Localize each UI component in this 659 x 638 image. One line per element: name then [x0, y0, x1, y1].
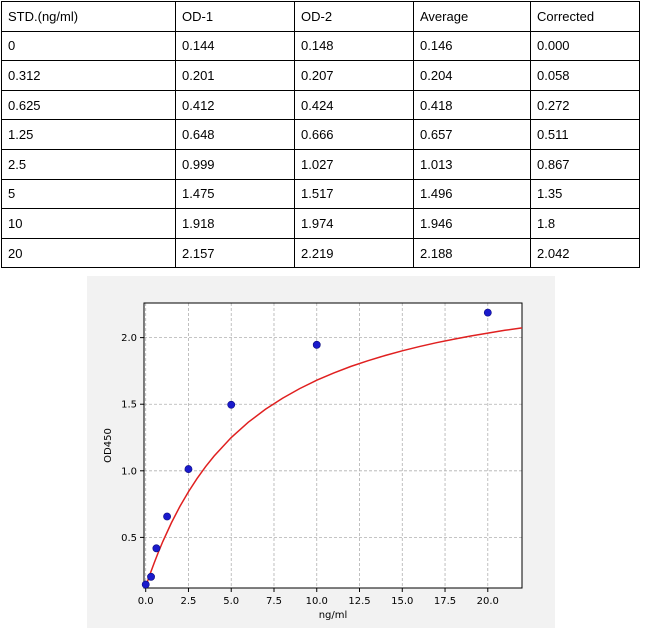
- data-point: [184, 465, 193, 473]
- table-cell: 20: [1, 237, 176, 269]
- table-row: 5 1.475 1.517 1.496 1.35: [1, 178, 640, 210]
- table-cell: 1.496: [413, 178, 531, 210]
- table-cell: 2.042: [530, 237, 640, 269]
- x-tick-label: 17.5: [434, 596, 456, 607]
- table-cell: 0.146: [413, 30, 531, 62]
- table-cell: 2.5: [1, 148, 176, 180]
- table-cell: 2.219: [294, 237, 414, 269]
- table-row: 2.5 0.999 1.027 1.013 0.867: [1, 148, 640, 180]
- table-row: 0.312 0.201 0.207 0.204 0.058: [1, 60, 640, 91]
- table-cell: 1.35: [530, 178, 640, 210]
- table-cell: 0.000: [530, 30, 640, 62]
- table-cell: 1.8: [530, 208, 640, 239]
- table-cell: Average: [413, 1, 531, 32]
- x-tick-label: 7.5: [266, 596, 282, 607]
- table-row: 0.625 0.412 0.424 0.418 0.272: [1, 89, 640, 121]
- fit-curve: [145, 327, 523, 587]
- y-tick-label: 1.0: [121, 466, 137, 477]
- axis-ticks: 0.0 2.5 5.0 7.5 10.0 12.5 15.0 17.5 20.0 0.5 1.0 1.…: [121, 333, 499, 607]
- table-row: 20 2.157 2.219 2.188 2.042: [1, 237, 640, 269]
- table-cell: 1.517: [294, 178, 414, 210]
- x-tick-label: 2.5: [181, 596, 197, 607]
- table-cell: 1.974: [294, 208, 414, 239]
- y-tick-label: 2.0: [121, 333, 137, 344]
- table-cell: 0.418: [413, 89, 531, 121]
- table-cell: 1.027: [294, 148, 414, 180]
- table-cell: 0.272: [530, 89, 640, 121]
- standard-table: STD.(ng/ml) OD-1 OD-2 Average Corrected 0 0.14…: [1, 1, 640, 269]
- y-tick-label: 0.5: [121, 533, 137, 544]
- data-point: [312, 340, 321, 349]
- table-cell: 0.144: [175, 30, 295, 62]
- y-axis-label: OD450: [103, 428, 114, 463]
- table-cell: 0.648: [175, 119, 295, 150]
- data-points: [141, 308, 492, 589]
- plot-area: [144, 303, 522, 588]
- table-row: 10 1.918 1.974 1.946 1.8: [1, 208, 640, 239]
- x-tick-label: 12.5: [348, 596, 370, 607]
- grid: [144, 303, 522, 588]
- data-point: [483, 308, 492, 317]
- table-cell: OD-1: [175, 1, 295, 32]
- table-cell: 5: [1, 178, 176, 210]
- data-point: [163, 512, 171, 521]
- data-point: [141, 580, 150, 589]
- standard-curve-chart: 0.0 2.5 5.0 7.5 10.0 12.5 15.0 17.5 20.0 0.5 1.0 1.…: [103, 302, 523, 621]
- data-point: [227, 400, 236, 409]
- table-cell: 1.946: [413, 208, 531, 239]
- x-axis-label: ng/ml: [319, 610, 348, 621]
- table-cell: 10: [1, 208, 176, 239]
- table-cell: 0.312: [1, 60, 176, 91]
- table-cell: 0: [1, 30, 176, 62]
- table-cell: 1.918: [175, 208, 295, 239]
- table-cell: 0.511: [530, 119, 640, 150]
- table-cell: 0.424: [294, 89, 414, 121]
- table-cell: 1.013: [413, 148, 531, 180]
- table-cell: 0.201: [175, 60, 295, 91]
- table-cell: 1.475: [175, 178, 295, 210]
- table-cell: STD.(ng/ml): [1, 1, 176, 32]
- table-header-row: STD.(ng/ml) OD-1 OD-2 Average Corrected: [1, 1, 640, 32]
- table-cell: 0.867: [530, 148, 640, 180]
- table-cell: 0.058: [530, 60, 640, 91]
- table-cell: 0.666: [294, 119, 414, 150]
- table-cell: 0.412: [175, 89, 295, 121]
- chart-panel: 0.0 2.5 5.0 7.5 10.0 12.5 15.0 17.5 20.0 0.5 1.0 1.…: [87, 276, 555, 628]
- table-row: 0 0.144 0.148 0.146 0.000: [1, 30, 640, 62]
- table-cell: 1.25: [1, 119, 176, 150]
- data-point: [147, 572, 155, 581]
- table-cell: Corrected: [530, 1, 640, 32]
- x-tick-label: 0.0: [138, 596, 154, 607]
- x-tick-label: 20.0: [477, 596, 499, 607]
- y-tick-label: 1.5: [121, 400, 137, 411]
- table-cell: OD-2: [294, 1, 414, 32]
- plot-frame: [143, 302, 523, 589]
- table-cell: 2.188: [413, 237, 531, 269]
- x-tick-label: 15.0: [391, 596, 413, 607]
- table-cell: 0.657: [413, 119, 531, 150]
- x-tick-label: 10.0: [306, 596, 328, 607]
- table-cell: 2.157: [175, 237, 295, 269]
- table-cell: 0.999: [175, 148, 295, 180]
- table-cell: 0.207: [294, 60, 414, 91]
- table-row: 1.25 0.648 0.666 0.657 0.511: [1, 119, 640, 150]
- x-tick-label: 5.0: [223, 596, 239, 607]
- table-cell: 0.204: [413, 60, 531, 91]
- table-cell: 0.625: [1, 89, 176, 121]
- data-point: [152, 544, 161, 553]
- table-cell: 0.148: [294, 30, 414, 62]
